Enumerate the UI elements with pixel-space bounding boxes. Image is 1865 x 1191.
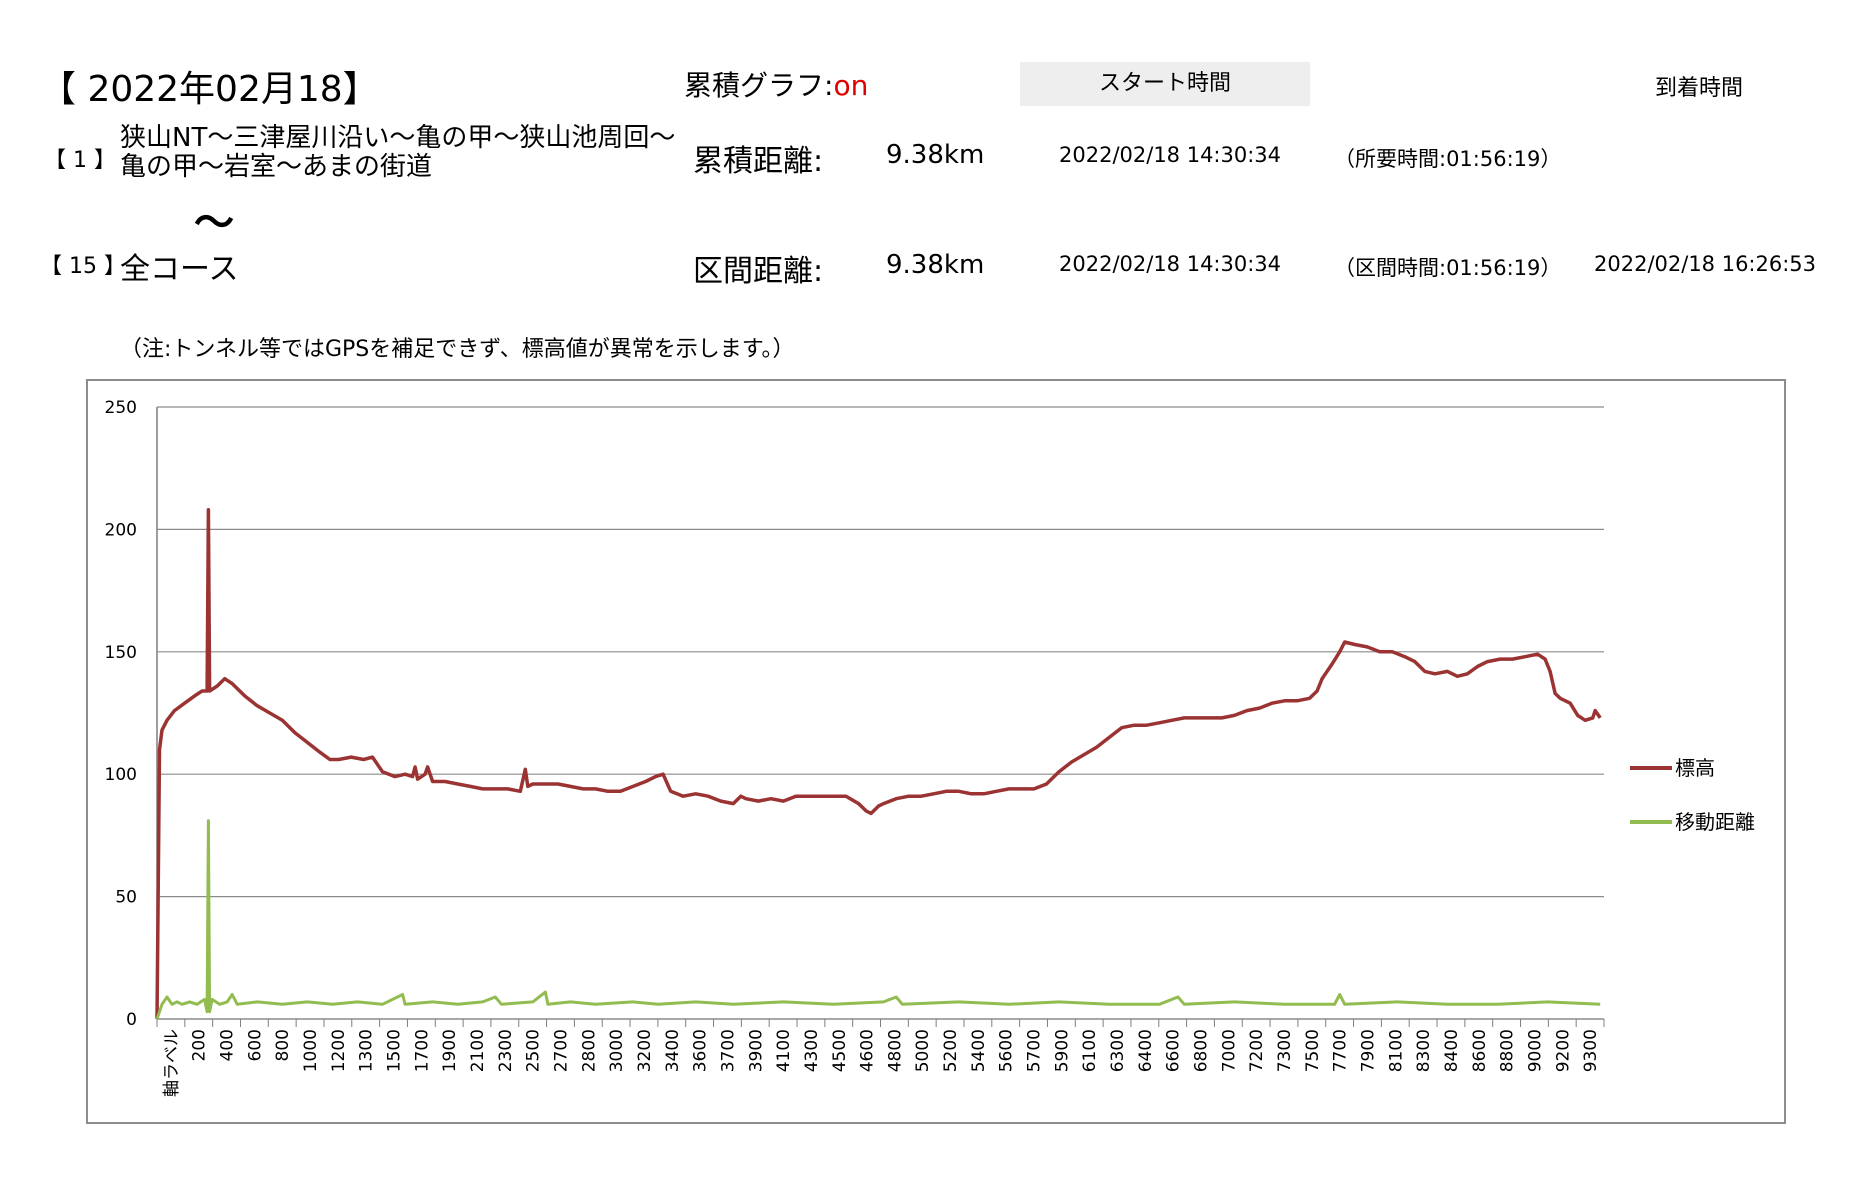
course-first-index: 【 1 】 — [44, 148, 116, 173]
gps-note: （注:トンネル等ではGPSを補足できず、標高値が異常を示します。） — [120, 337, 795, 362]
cumulative-graph-text: 累積グラフ: — [684, 69, 834, 102]
x-tick-label: 2700 — [551, 1029, 571, 1072]
course-first-start-time: 2022/02/18 14:30:34 — [1059, 143, 1282, 167]
cumulative-distance-label: 累積距離: — [693, 144, 824, 179]
x-tick-label: 1300 — [357, 1029, 377, 1072]
course-last-index: 【 15 】 — [40, 254, 126, 279]
x-tick-label: 3200 — [635, 1029, 655, 1072]
x-tick-label: 2300 — [496, 1029, 516, 1072]
x-tick-label: 3700 — [718, 1029, 738, 1072]
course-first-name: 狭山NT～三津屋川沿い～亀の甲～狭山池周回～亀の甲～岩室～あまの街道 — [120, 123, 676, 182]
cumulative-graph-label: 累積グラフ:on — [684, 64, 868, 104]
x-tick-label: 6400 — [1136, 1029, 1156, 1072]
x-tick-label: 5700 — [1025, 1029, 1045, 1072]
x-tick-label: 600 — [245, 1029, 265, 1061]
series-line-distance — [155, 819, 1601, 1020]
x-tick-label: 5600 — [997, 1029, 1017, 1072]
x-tick-label: 5000 — [913, 1029, 933, 1072]
x-axis-title: 軸ラベル — [162, 1029, 182, 1097]
x-tick-label: 2500 — [524, 1029, 544, 1072]
x-tick-label: 6800 — [1192, 1029, 1212, 1072]
y-tick-label: 50 — [115, 888, 137, 908]
x-tick-label: 1700 — [412, 1029, 432, 1072]
legend-label: 標高 — [1675, 756, 1715, 780]
y-tick-label: 200 — [105, 520, 137, 540]
x-tick-label: 3000 — [607, 1029, 627, 1072]
x-tick-label: 7500 — [1303, 1029, 1323, 1072]
x-tick-label: 6100 — [1080, 1029, 1100, 1072]
y-tick-label: 100 — [105, 765, 137, 785]
x-tick-label: 8400 — [1442, 1029, 1462, 1072]
x-tick-label: 2800 — [579, 1029, 599, 1072]
x-tick-label: 4300 — [802, 1029, 822, 1072]
x-tick-label: 4800 — [885, 1029, 905, 1072]
x-tick-label: 4100 — [774, 1029, 794, 1072]
x-tick-label: 6600 — [1164, 1029, 1184, 1072]
legend-label: 移動距離 — [1675, 810, 1755, 834]
x-tick-label: 8600 — [1470, 1029, 1490, 1072]
x-tick-label: 5900 — [1052, 1029, 1072, 1072]
section-distance-value: 9.38km — [886, 250, 985, 280]
x-tick-label: 5200 — [941, 1029, 961, 1072]
course-range-separator: ～ — [194, 200, 234, 246]
x-tick-label: 200 — [190, 1029, 210, 1061]
x-tick-label: 7900 — [1358, 1029, 1378, 1072]
course-first-duration: （所要時間:01:56:19） — [1334, 147, 1562, 171]
x-tick-label: 8800 — [1498, 1029, 1518, 1072]
x-tick-label: 1900 — [440, 1029, 460, 1072]
x-tick-label: 8300 — [1414, 1029, 1434, 1072]
x-tick-label: 9300 — [1581, 1029, 1601, 1072]
x-tick-label: 7700 — [1331, 1029, 1351, 1072]
x-tick-label: 5400 — [969, 1029, 989, 1072]
arrival-time-header: 到着時間 — [1655, 76, 1744, 101]
x-tick-label: 400 — [218, 1029, 238, 1061]
date-title: 【 2022年02月18】 — [40, 69, 379, 110]
course-last-arrival-time: 2022/02/18 16:26:53 — [1594, 252, 1817, 276]
course-last-name: 全コース — [120, 252, 239, 287]
series-line-elevation — [155, 508, 1602, 1020]
y-tick-label: 0 — [126, 1010, 137, 1030]
x-tick-label: 9200 — [1553, 1029, 1573, 1072]
x-tick-label: 6300 — [1108, 1029, 1128, 1072]
x-tick-label: 7000 — [1219, 1029, 1239, 1072]
x-tick-label: 1500 — [385, 1029, 405, 1072]
x-tick-label: 800 — [273, 1029, 293, 1061]
course-last-start-time: 2022/02/18 14:30:34 — [1059, 252, 1282, 276]
y-tick-label: 250 — [105, 398, 137, 418]
chart-frame — [86, 379, 1786, 1124]
x-tick-label: 7200 — [1247, 1029, 1267, 1072]
y-tick-label: 150 — [105, 643, 137, 663]
x-tick-label: 9000 — [1525, 1029, 1545, 1072]
cumulative-distance-value: 9.38km — [886, 140, 985, 170]
section-distance-label: 区間距離: — [693, 254, 824, 289]
x-tick-label: 7300 — [1275, 1029, 1295, 1072]
x-tick-label: 2100 — [468, 1029, 488, 1072]
x-tick-label: 1200 — [329, 1029, 349, 1072]
x-tick-label: 3900 — [746, 1029, 766, 1072]
x-tick-label: 3400 — [663, 1029, 683, 1072]
x-tick-label: 4600 — [858, 1029, 878, 1072]
x-tick-label: 3600 — [691, 1029, 711, 1072]
x-tick-label: 4500 — [830, 1029, 850, 1072]
cumulative-graph-status[interactable]: on — [833, 69, 869, 102]
x-tick-label: 1000 — [301, 1029, 321, 1072]
course-last-duration: （区間時間:01:56:19） — [1334, 256, 1562, 280]
start-time-header: スタート時間 — [1020, 62, 1310, 106]
x-tick-label: 8100 — [1386, 1029, 1406, 1072]
